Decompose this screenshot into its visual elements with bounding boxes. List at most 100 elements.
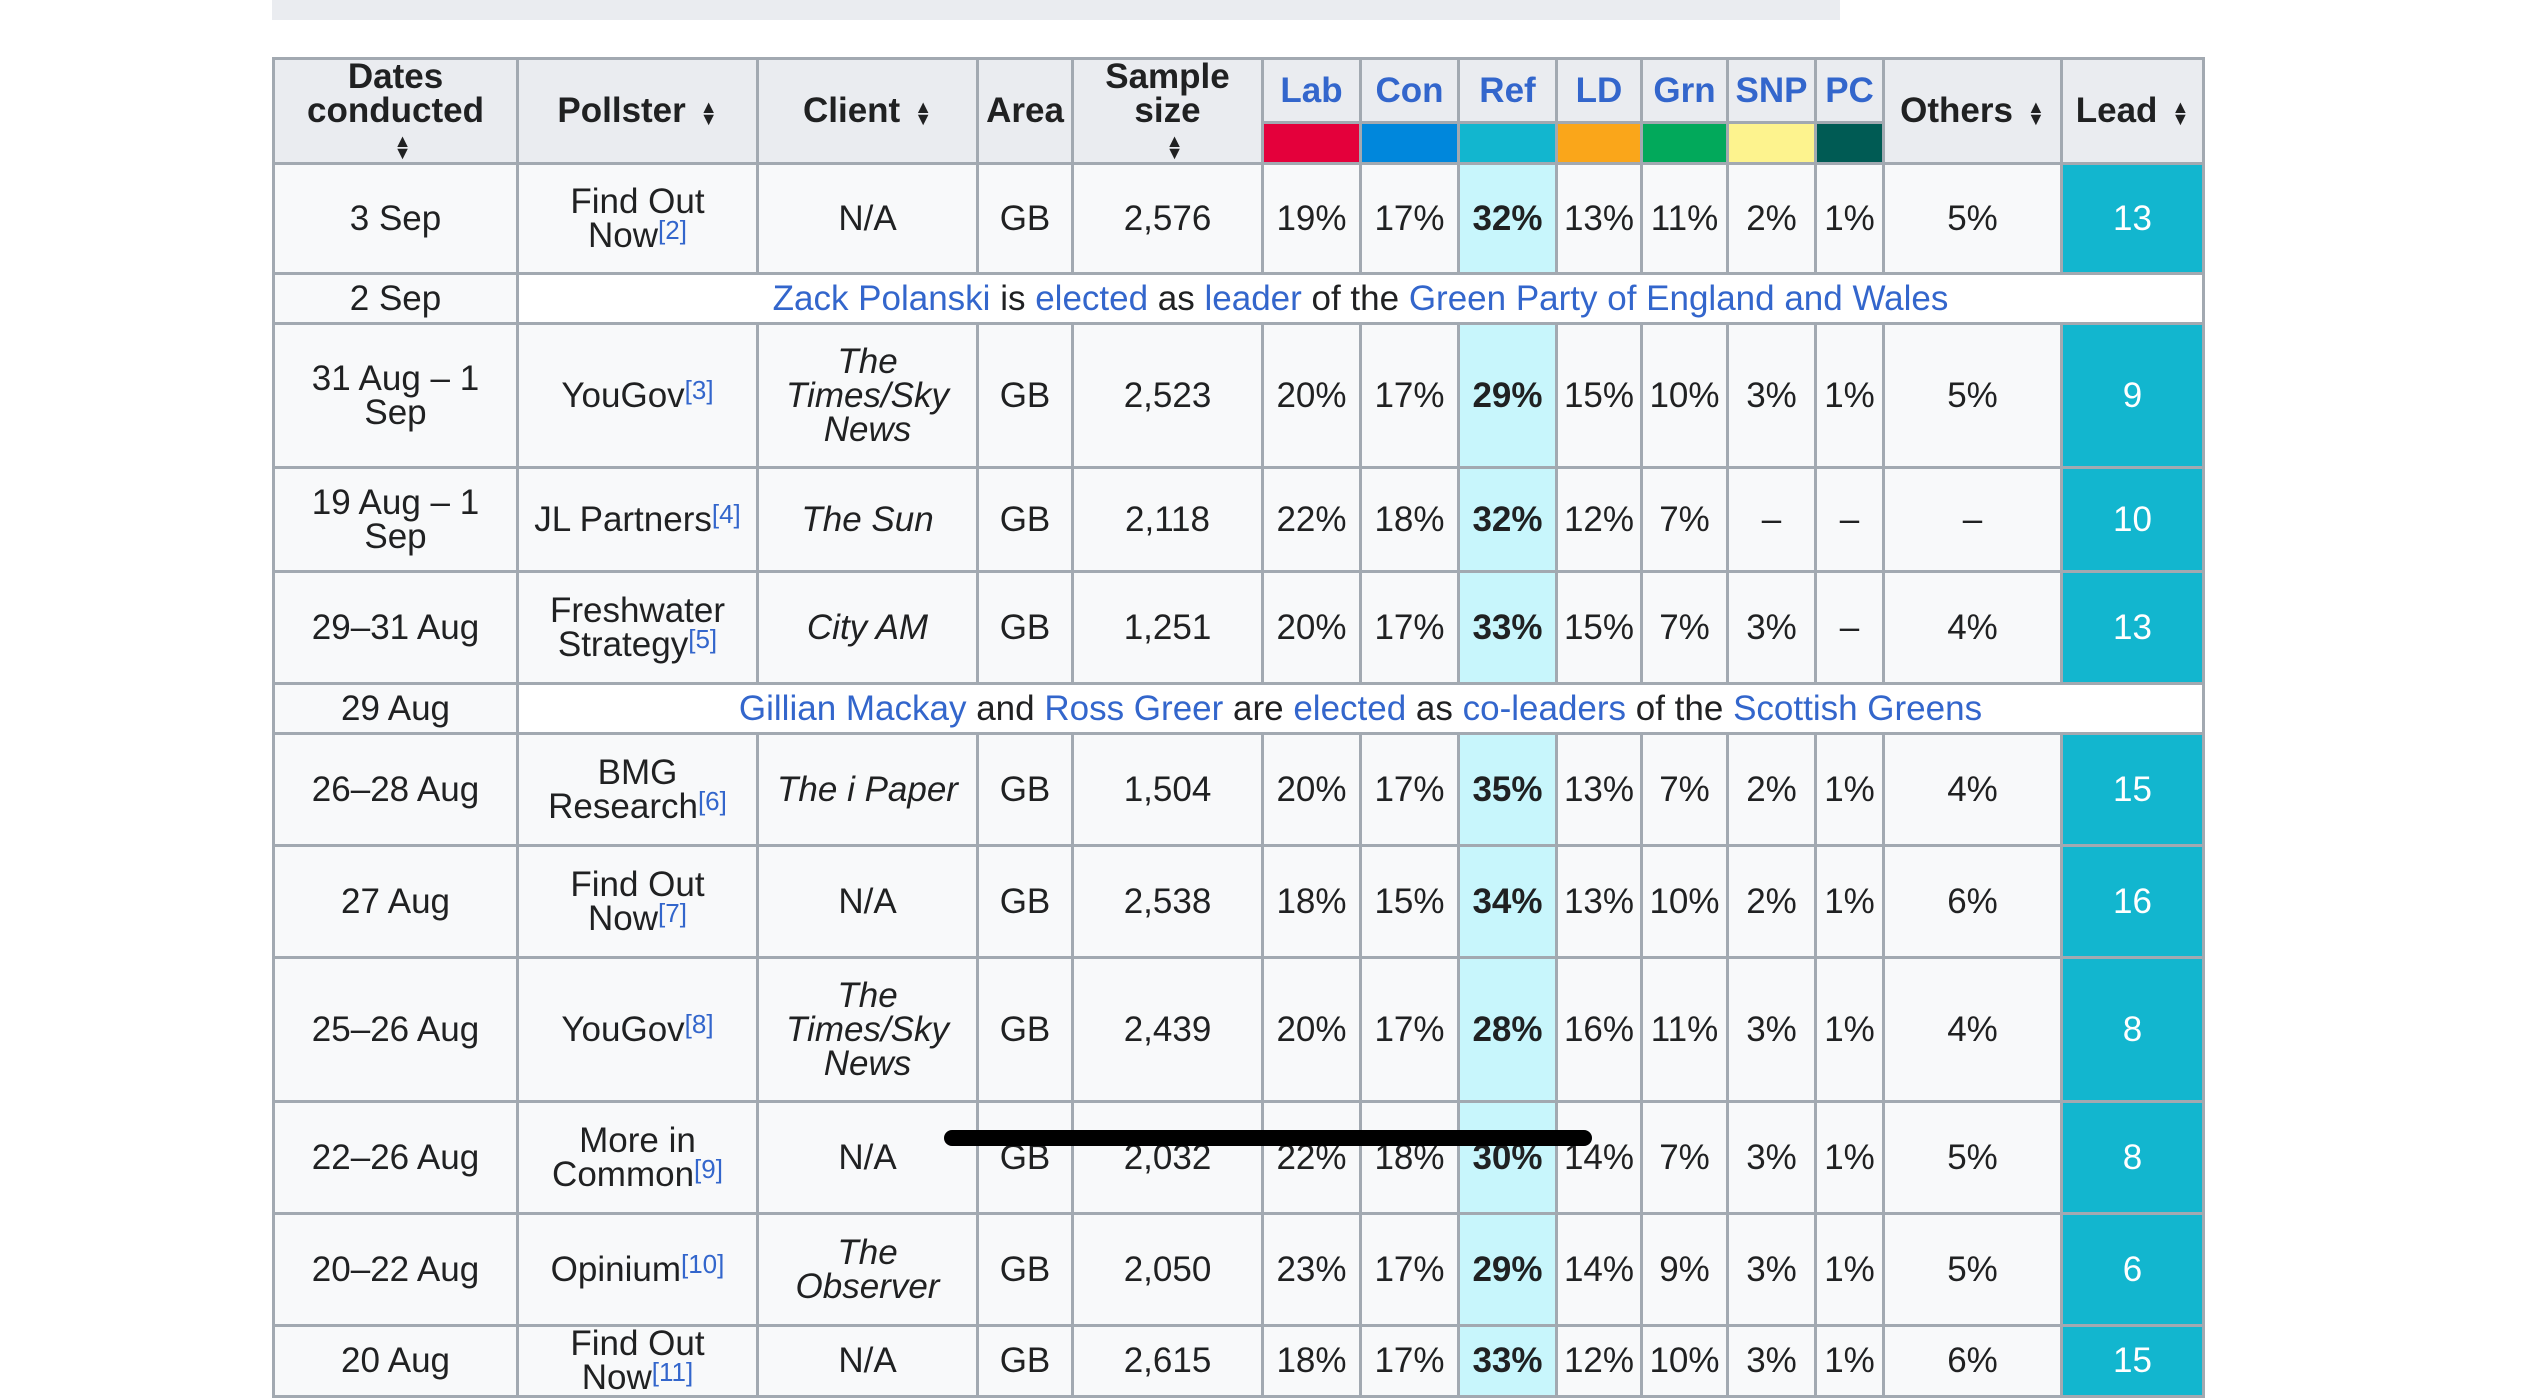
ld-cell: 14% (1555, 1100, 1643, 1215)
sort-arrows-icon[interactable]: ▲ ▼ (914, 96, 933, 129)
others-cell: 5% (1882, 162, 2063, 275)
client-cell: The Sun (756, 466, 979, 573)
dates-cell: 3 Sep (272, 162, 519, 275)
event-link[interactable]: leader (1204, 278, 1302, 318)
con-cell: 17% (1359, 956, 1460, 1103)
sample-size-cell: 2,439 (1071, 956, 1264, 1103)
event-row: 29 Aug Gillian Mackay and Ross Greer are … (272, 682, 2205, 735)
event-description: Zack Polanski is elected as leader of th… (516, 272, 2205, 325)
event-link[interactable]: Green Party of England and Wales (1408, 278, 1949, 318)
event-text: of the (1301, 278, 1409, 318)
client-cell: City AM (756, 570, 979, 685)
event-text: as (1148, 278, 1205, 318)
snp-cell: 2% (1726, 844, 1817, 959)
pollster-cell: JL Partners[4] (516, 466, 759, 573)
client-cell: N/A (756, 162, 979, 275)
party-header-snp[interactable]: SNP (1726, 56, 1817, 125)
others-cell: 4% (1882, 570, 2063, 685)
pollster-cell: Find Out Now[11] (516, 1324, 759, 1398)
sort-arrows-icon[interactable]: ▲ ▼ (2026, 96, 2045, 129)
party-header-ld[interactable]: LD (1555, 56, 1643, 125)
area-cell: GB (976, 1212, 1074, 1327)
citation-link[interactable]: [7] (658, 897, 687, 928)
dates-cell: 31 Aug – 1 Sep (272, 322, 519, 469)
party-color-row (274, 121, 2204, 165)
party-color-swatch (1457, 121, 1558, 165)
area-cell: GB (976, 162, 1074, 275)
others-cell: 4% (1882, 732, 2063, 847)
sort-arrows-icon[interactable]: ▲ ▼ (393, 130, 412, 163)
citation-link[interactable]: [10] (680, 1248, 725, 1279)
area-cell: GB (976, 570, 1074, 685)
sample-size-cell: 2,523 (1071, 322, 1264, 469)
party-header-con[interactable]: Con (1359, 56, 1460, 125)
sample-size-cell: 1,251 (1071, 570, 1264, 685)
event-link[interactable]: elected (1293, 688, 1407, 728)
sample-size-cell: 2,050 (1071, 1212, 1264, 1327)
lead-cell: 16 (2060, 844, 2205, 959)
lab-cell: 20% (1261, 732, 1362, 847)
citation-link[interactable]: [6] (697, 785, 727, 816)
party-color-swatch (1261, 121, 1362, 165)
sample-size-header[interactable]: Sample size▲ ▼ (1071, 57, 1264, 165)
lead-header[interactable]: Lead ▲ ▼ (2060, 57, 2205, 165)
pc-cell: 1% (1814, 1100, 1885, 1215)
event-link[interactable]: Ross Greer (1044, 688, 1224, 728)
dates-cell: 26–28 Aug (272, 732, 519, 847)
table-row: 3 Sep Find Out Now[2] N/A GB 2,576 19% 17% 32% 1… (272, 162, 2205, 275)
client-cell: The Observer (756, 1212, 979, 1327)
event-text: is (990, 278, 1036, 318)
others-header[interactable]: Others ▲ ▼ (1882, 57, 2063, 165)
citation-link[interactable]: [3] (684, 374, 714, 405)
event-text: of the (1626, 688, 1734, 728)
sort-arrows-icon[interactable]: ▲ ▼ (2171, 96, 2190, 129)
area-cell: GB (976, 322, 1074, 469)
sort-arrows-icon[interactable]: ▲ ▼ (699, 96, 718, 129)
sample-size-cell: 2,576 (1071, 162, 1264, 275)
client-cell: N/A (756, 844, 979, 959)
table-row: 26–28 Aug BMG Research[6] The i Paper GB 1,5… (272, 732, 2205, 847)
ref-cell: 29% (1457, 1212, 1558, 1327)
pc-cell: 1% (1814, 844, 1885, 959)
table-row: 31 Aug – 1 Sep YouGov[3] The Times/Sky New… (272, 322, 2205, 469)
party-header-pc[interactable]: PC (1814, 56, 1885, 125)
event-link[interactable]: elected (1035, 278, 1149, 318)
dates-cell: 20–22 Aug (272, 1212, 519, 1327)
pollster-cell: Freshwater Strategy[5] (516, 570, 759, 685)
citation-link[interactable]: [11] (651, 1357, 694, 1387)
area-cell: GB (976, 1100, 1074, 1215)
pollster-name: JL Partners (534, 499, 712, 539)
lead-cell: 15 (2060, 1324, 2205, 1398)
event-link[interactable]: Zack Polanski (772, 278, 991, 318)
citation-link[interactable]: [2] (658, 214, 687, 245)
snp-cell: 3% (1726, 956, 1817, 1103)
lab-cell: 19% (1261, 162, 1362, 275)
event-link[interactable]: co-leaders (1462, 688, 1627, 728)
citation-link[interactable]: [4] (711, 498, 741, 529)
area-cell: GB (976, 844, 1074, 959)
party-header-ref[interactable]: Ref (1457, 56, 1558, 125)
con-cell: 15% (1359, 844, 1460, 959)
party-header-lab[interactable]: Lab (1261, 56, 1362, 125)
con-cell: 17% (1359, 570, 1460, 685)
dates-cell: 29–31 Aug (272, 570, 519, 685)
lead-cell: 13 (2060, 162, 2205, 275)
event-row: 2 Sep Zack Polanski is elected as leader … (272, 272, 2205, 325)
opinion-polls-table: Dates conducted▲ ▼ Pollster ▲ ▼ Client ▲ ▼ Ar… (272, 56, 2205, 1398)
lab-cell: 20% (1261, 570, 1362, 685)
event-link[interactable]: Scottish Greens (1733, 688, 1983, 728)
event-link[interactable]: Gillian Mackay (738, 688, 967, 728)
client-header[interactable]: Client ▲ ▼ (756, 57, 979, 165)
dates-header[interactable]: Dates conducted▲ ▼ (272, 57, 519, 165)
citation-link[interactable]: [8] (684, 1008, 714, 1039)
pollster-header[interactable]: Pollster ▲ ▼ (516, 57, 759, 165)
snp-cell: 3% (1726, 1212, 1817, 1327)
sort-arrows-icon[interactable]: ▲ ▼ (1165, 130, 1184, 163)
party-header-grn[interactable]: Grn (1640, 56, 1729, 125)
event-text: and (966, 688, 1045, 728)
citation-link[interactable]: [5] (688, 623, 718, 654)
sample-size-cell: 2,118 (1071, 466, 1264, 573)
event-text: as (1406, 688, 1463, 728)
citation-link[interactable]: [9] (694, 1153, 723, 1184)
home-indicator[interactable] (944, 1130, 1592, 1146)
